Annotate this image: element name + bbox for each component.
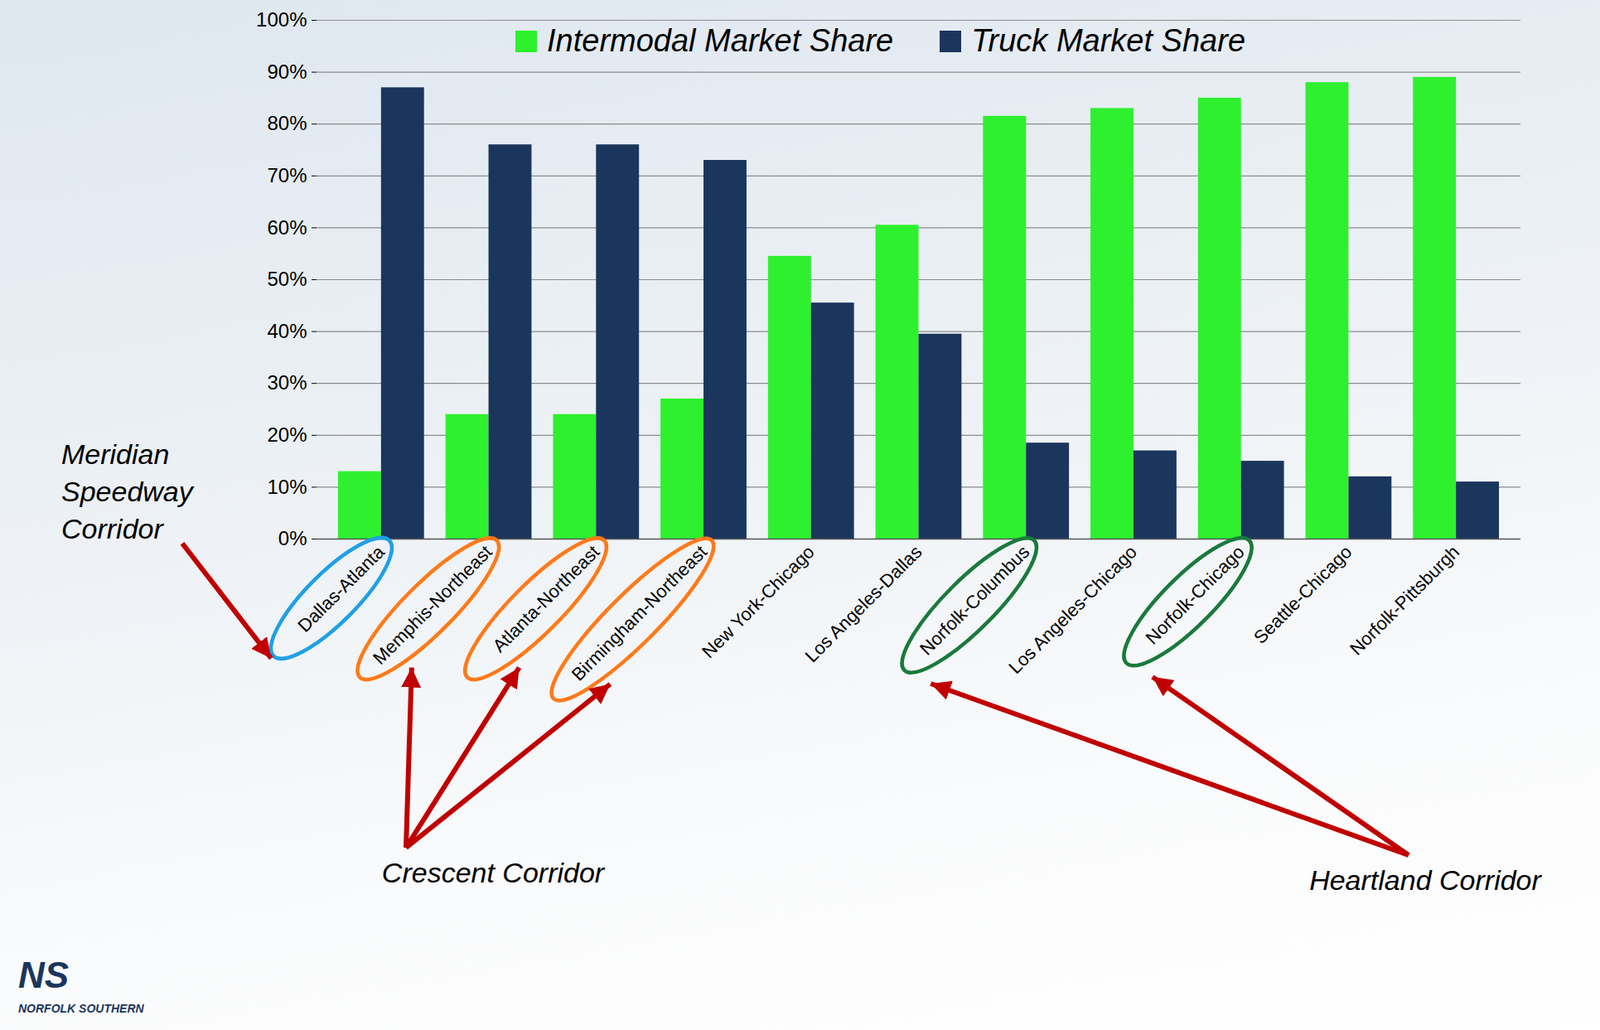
- html-text:Truck Market Share: Truck Market Share: [971, 23, 1246, 59]
- svg-text:New York-Chicago: New York-Chicago: [697, 541, 819, 663]
- svg-text:Norfolk-Columbus: Norfolk-Columbus: [915, 541, 1034, 659]
- svg-text:100%: 100%: [256, 8, 307, 31]
- svg-text:Los Angeles-Chicago: Los Angeles-Chicago: [1004, 541, 1141, 678]
- svg-text:Norfolk-Chicago: Norfolk-Chicago: [1140, 541, 1248, 648]
- html-text:Intermodal Market Share: Intermodal Market Share: [546, 23, 894, 59]
- svg-text:Atlanta-Northeast: Atlanta-Northeast: [488, 541, 605, 657]
- svg-text:80%: 80%: [266, 111, 307, 135]
- svg-text:90%: 90%: [266, 60, 307, 83]
- svg-text:NS: NS: [18, 954, 69, 996]
- svg-text:0%: 0%: [278, 526, 308, 550]
- svg-text:Memphis-Northeast: Memphis-Northeast: [368, 541, 496, 668]
- svg-text:NORFOLK SOUTHERN: NORFOLK SOUTHERN: [18, 1001, 146, 1016]
- svg-text:70%: 70%: [266, 164, 307, 187]
- svg-text:Heartland Corridor: Heartland Corridor: [1309, 864, 1542, 896]
- svg-text:Los Angeles-Dallas: Los Angeles-Dallas: [801, 541, 927, 667]
- svg-text:Norfolk-Pittsburgh: Norfolk-Pittsburgh: [1345, 541, 1464, 659]
- svg-text:20%: 20%: [266, 423, 307, 446]
- svg-text:10%: 10%: [266, 475, 307, 498]
- svg-text:30%: 30%: [266, 371, 307, 394]
- svg-text:Seattle-Chicago: Seattle-Chicago: [1249, 541, 1356, 648]
- svg-text:MeridianSpeedwayCorridor: MeridianSpeedwayCorridor: [61, 438, 195, 545]
- svg-text:Crescent Corridor: Crescent Corridor: [381, 856, 606, 889]
- svg-text:40%: 40%: [266, 319, 307, 343]
- svg-text:Birmingham-Northeast: Birmingham-Northeast: [567, 541, 711, 685]
- svg-text:50%: 50%: [266, 267, 307, 291]
- svg-text:Dallas-Atlanta: Dallas-Atlanta: [293, 541, 389, 637]
- svg-text:60%: 60%: [266, 216, 307, 239]
